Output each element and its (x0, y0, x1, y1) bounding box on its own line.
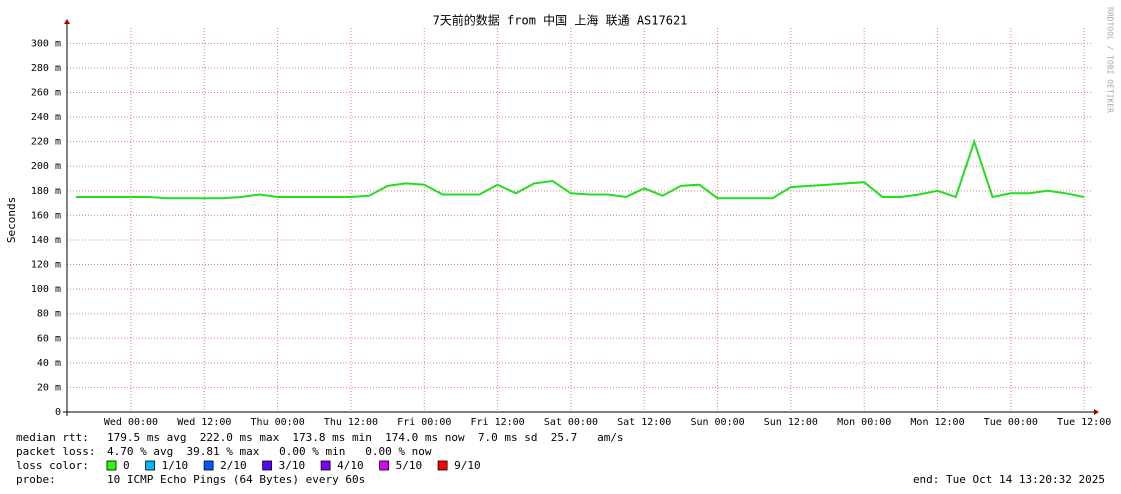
stat-label: median rtt: (16, 431, 89, 444)
stat-label: loss color: (16, 459, 89, 472)
x-tick-label: Fri 12:00 (470, 417, 524, 428)
y-tick-label: 100 m (31, 284, 61, 295)
x-tick-label: Thu 00:00 (251, 417, 305, 428)
y-tick-label: 40 m (37, 358, 61, 369)
y-tick-label: 140 m (31, 235, 61, 246)
watermark: RRDTOOL / TOBI OETIKER (1106, 7, 1115, 113)
x-tick-label: Sat 00:00 (544, 417, 598, 428)
y-tick-label: 120 m (31, 260, 61, 271)
legend-swatch (106, 460, 117, 471)
legend-swatch (437, 460, 448, 471)
legend-label: 9/10 (454, 459, 481, 472)
legend-label: 0 (123, 459, 130, 472)
x-tick-label: Tue 00:00 (984, 417, 1038, 428)
y-tick-label: 240 m (31, 112, 61, 123)
x-tick-label: Tue 12:00 (1057, 417, 1111, 428)
end-time: end: Tue Oct 14 13:20:32 2025 (913, 473, 1105, 486)
stat-text: 4.70 % avg 39.81 % max 0.00 % min 0.00 %… (107, 445, 432, 458)
y-tick-label: 60 m (37, 333, 61, 344)
y-axis-label: Seconds (5, 197, 18, 243)
x-tick-label: Wed 12:00 (177, 417, 231, 428)
axis-arrow (1094, 409, 1099, 415)
legend-swatch (203, 460, 214, 471)
stat-text: 10 ICMP Echo Pings (64 Bytes) every 60s (107, 473, 365, 486)
y-tick-label: 160 m (31, 210, 61, 221)
y-tick-label: 280 m (31, 63, 61, 74)
x-tick-label: Sun 12:00 (764, 417, 818, 428)
x-tick-label: Mon 00:00 (837, 417, 891, 428)
legend-swatch (262, 460, 273, 471)
y-tick-label: 0 (55, 407, 61, 418)
x-tick-label: Fri 00:00 (397, 417, 451, 428)
y-tick-label: 200 m (31, 161, 61, 172)
legend-label: 4/10 (337, 459, 364, 472)
y-tick-label: 300 m (31, 38, 61, 49)
x-tick-label: Thu 12:00 (324, 417, 378, 428)
legend-label: 5/10 (396, 459, 423, 472)
x-tick-label: Sun 00:00 (690, 417, 744, 428)
x-tick-label: Wed 00:00 (104, 417, 158, 428)
legend-swatch (145, 460, 156, 471)
axis-arrow (64, 19, 70, 24)
footer: median rtt: 179.5 ms avg 222.0 ms max 17… (16, 431, 1105, 486)
legend-label: 2/10 (220, 459, 247, 472)
y-tick-label: 80 m (37, 309, 61, 320)
y-tick-label: 20 m (37, 382, 61, 393)
median-line (76, 138, 1085, 200)
legend-swatch (320, 460, 331, 471)
y-tick-label: 180 m (31, 186, 61, 197)
chart-title: 7天前的数据 from 中国 上海 联通 AS17621 (433, 13, 688, 28)
y-tick-label: 220 m (31, 137, 61, 148)
stat-label: probe: (16, 473, 56, 486)
x-tick-label: Mon 12:00 (910, 417, 964, 428)
stat-label: packet loss: (16, 445, 95, 458)
y-tick-label: 260 m (31, 88, 61, 99)
legend-label: 3/10 (279, 459, 306, 472)
legend-label: 1/10 (162, 459, 189, 472)
x-tick-label: Sat 12:00 (617, 417, 671, 428)
stat-text: 179.5 ms avg 222.0 ms max 173.8 ms min 1… (107, 431, 624, 444)
legend-swatch (379, 460, 390, 471)
